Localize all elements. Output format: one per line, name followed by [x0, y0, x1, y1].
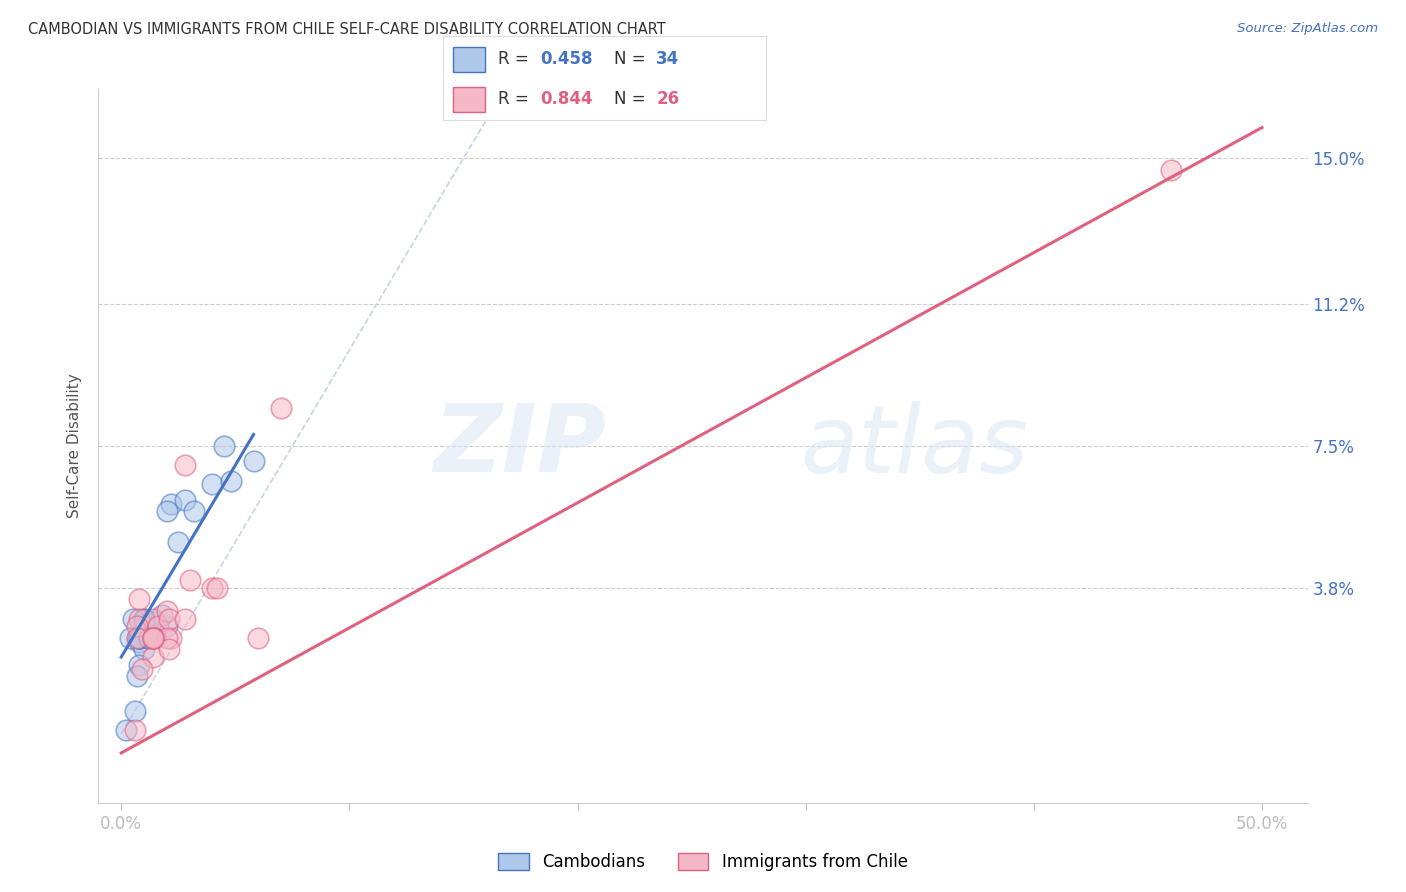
Point: [124, 723, 146, 737]
Point: [174, 458, 197, 473]
Point: [138, 631, 160, 645]
FancyBboxPatch shape: [453, 46, 485, 72]
Point: [157, 612, 180, 626]
Point: [156, 604, 179, 618]
Point: [132, 612, 155, 626]
Point: [167, 535, 190, 549]
Point: [150, 607, 173, 622]
Point: [132, 642, 155, 657]
Text: Source: ZipAtlas.com: Source: ZipAtlas.com: [1237, 22, 1378, 36]
FancyBboxPatch shape: [453, 87, 485, 112]
Point: [127, 631, 149, 645]
Point: [219, 474, 242, 488]
Point: [174, 612, 197, 626]
Point: [156, 504, 179, 518]
Point: [128, 631, 150, 645]
Point: [138, 631, 160, 645]
Point: [156, 631, 179, 645]
Point: [128, 631, 150, 645]
Point: [132, 612, 155, 626]
Point: [142, 631, 165, 645]
Point: [242, 454, 264, 468]
Point: [174, 492, 197, 507]
Point: [146, 619, 169, 633]
Text: atlas: atlas: [800, 401, 1028, 491]
Point: [142, 631, 165, 645]
Legend: Cambodians, Immigrants from Chile: Cambodians, Immigrants from Chile: [491, 845, 915, 880]
Text: N =: N =: [614, 51, 651, 69]
Point: [142, 631, 165, 645]
Text: 0.844: 0.844: [540, 90, 592, 108]
Point: [138, 631, 160, 645]
Point: [157, 642, 180, 657]
Text: R =: R =: [498, 90, 534, 108]
Point: [145, 615, 167, 630]
Point: [124, 704, 146, 718]
Point: [160, 631, 183, 645]
Point: [142, 631, 165, 645]
Point: [120, 631, 142, 645]
Text: 34: 34: [657, 51, 679, 69]
Text: R =: R =: [498, 51, 534, 69]
Point: [132, 619, 155, 633]
Point: [270, 401, 292, 415]
Point: [128, 631, 150, 645]
Point: [127, 619, 149, 633]
Point: [128, 612, 150, 626]
Point: [156, 619, 179, 633]
Point: [179, 574, 201, 588]
Point: [247, 631, 270, 645]
Point: [142, 631, 165, 645]
Point: [205, 581, 228, 595]
Point: [128, 592, 150, 607]
Point: [138, 627, 160, 641]
Text: ZIP: ZIP: [433, 400, 606, 492]
Point: [127, 669, 149, 683]
Point: [128, 657, 150, 672]
Point: [131, 661, 153, 675]
Point: [201, 477, 224, 491]
Point: [121, 612, 143, 626]
Point: [127, 631, 149, 645]
Text: 26: 26: [657, 90, 679, 108]
Point: [183, 504, 205, 518]
Point: [114, 723, 136, 737]
Point: [212, 439, 235, 453]
Point: [128, 634, 150, 648]
Text: N =: N =: [614, 90, 651, 108]
Point: [1160, 162, 1182, 177]
Point: [201, 581, 224, 595]
Y-axis label: Self-Care Disability: Self-Care Disability: [67, 374, 83, 518]
Text: 0.458: 0.458: [540, 51, 592, 69]
Point: [142, 650, 165, 665]
Text: CAMBODIAN VS IMMIGRANTS FROM CHILE SELF-CARE DISABILITY CORRELATION CHART: CAMBODIAN VS IMMIGRANTS FROM CHILE SELF-…: [28, 22, 666, 37]
Point: [128, 631, 150, 645]
Point: [160, 497, 183, 511]
Point: [142, 612, 165, 626]
Point: [145, 631, 167, 645]
